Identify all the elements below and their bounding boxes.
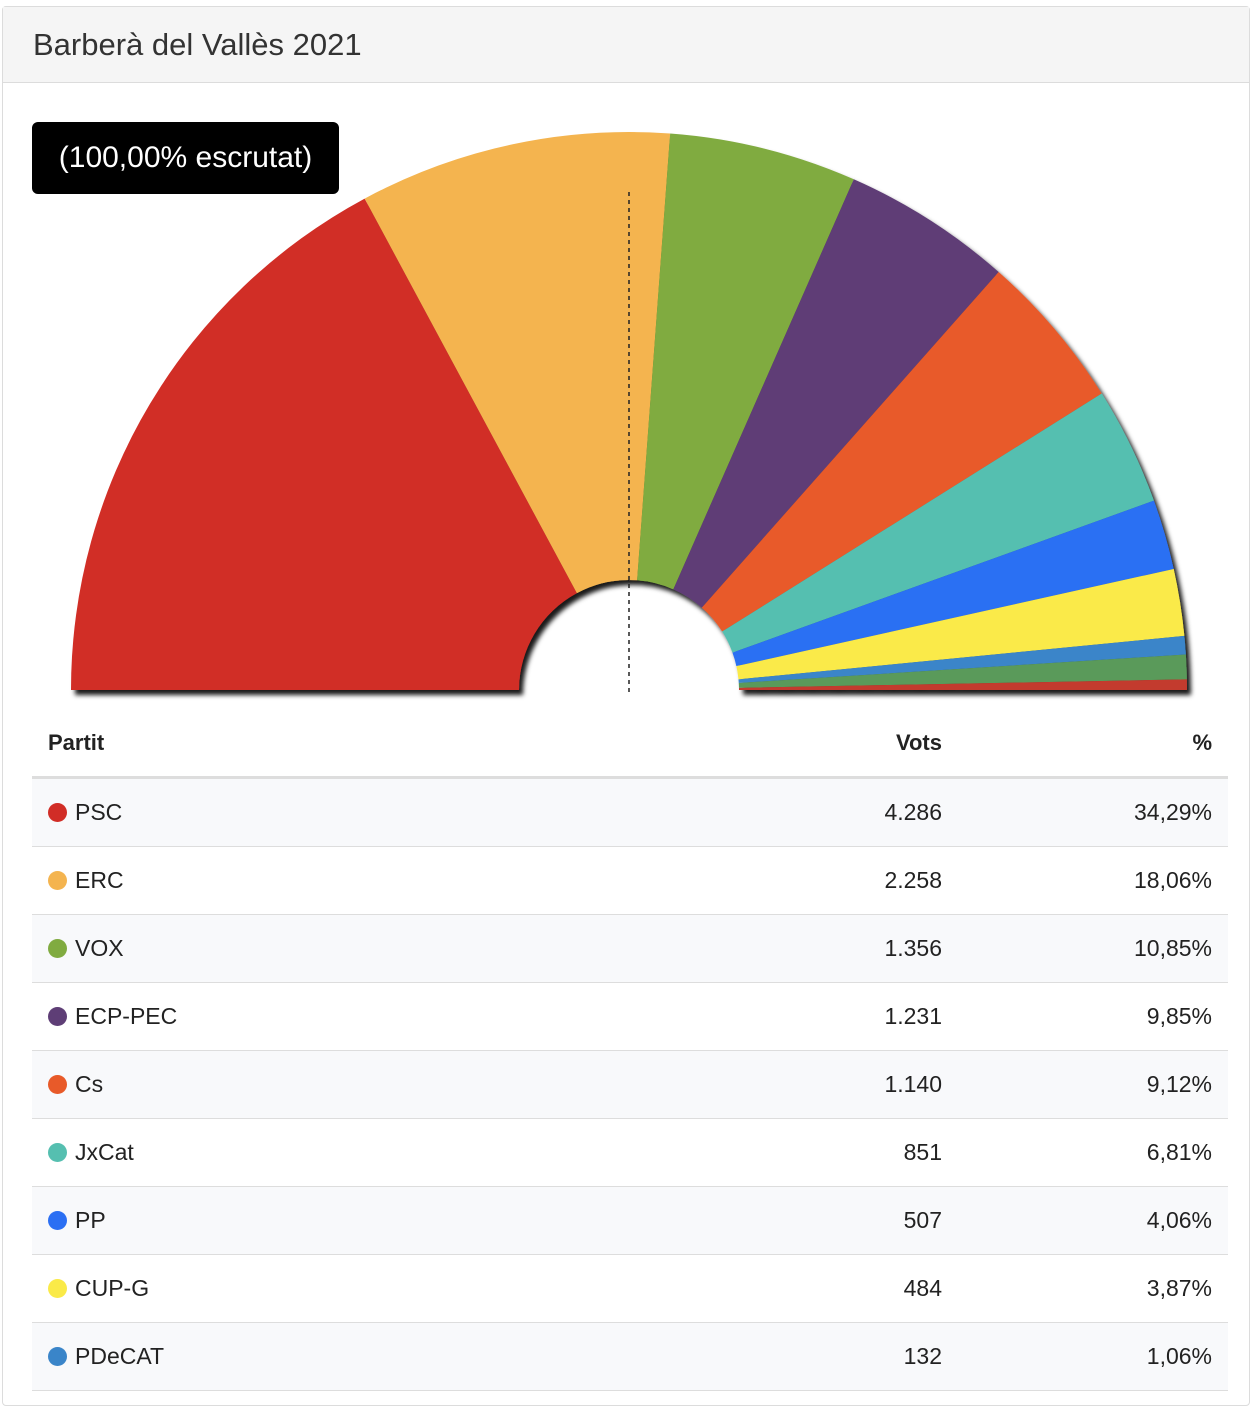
panel-title: Barberà del Vallès 2021 xyxy=(3,7,1249,83)
pct-cell: 10,85% xyxy=(956,914,1228,983)
table-row: ERC 2.258 18,06% xyxy=(32,846,1228,915)
table-row: PP 507 4,06% xyxy=(32,1186,1228,1255)
header-party: Partit xyxy=(32,710,626,779)
party-name: CUP-G xyxy=(75,1275,150,1301)
party-color-dot xyxy=(48,1007,67,1026)
pct-cell: 9,12% xyxy=(956,1050,1228,1119)
votes-cell: 851 xyxy=(626,1118,956,1187)
votes-cell: 1.231 xyxy=(626,982,956,1051)
slice-cs xyxy=(701,272,1102,632)
party-cell: JxCat xyxy=(32,1118,626,1187)
party-cell: ECP-PEC xyxy=(32,982,626,1051)
votes-cell: 507 xyxy=(626,1186,956,1255)
party-color-dot xyxy=(48,1075,67,1094)
slice-psc xyxy=(71,198,577,690)
table-header-row: Partit Vots % xyxy=(32,710,1228,779)
table-row: ECP-PEC 1.231 9,85% xyxy=(32,982,1228,1051)
pct-cell: 9,85% xyxy=(956,982,1228,1051)
party-color-dot xyxy=(48,803,67,822)
party-cell: ERC xyxy=(32,846,626,915)
party-color-dot xyxy=(48,1279,67,1298)
party-cell: Cs xyxy=(32,1050,626,1119)
votes-cell: 484 xyxy=(626,1254,956,1323)
votes-cell: 1.356 xyxy=(626,914,956,983)
party-color-dot xyxy=(48,871,67,890)
party-name: ERC xyxy=(75,867,124,893)
table-row: Cs 1.140 9,12% xyxy=(32,1050,1228,1119)
party-name: Cs xyxy=(75,1071,104,1097)
party-color-dot xyxy=(48,1347,67,1366)
party-cell: PDeCAT xyxy=(32,1322,626,1391)
table-row: VOX 1.356 10,85% xyxy=(32,914,1228,983)
pct-cell: 1,06% xyxy=(956,1322,1228,1391)
party-cell: VOX xyxy=(32,914,626,983)
scrutiny-badge: (100,00% escrutat) xyxy=(32,122,339,194)
results-table: Partit Vots % PSC 4.286 34,29% ERC 2.258 18,0… xyxy=(32,710,1228,1391)
party-name: ECP-PEC xyxy=(75,1003,178,1029)
header-pct: % xyxy=(956,710,1228,779)
party-cell: PSC xyxy=(32,777,626,847)
pct-cell: 4,06% xyxy=(956,1186,1228,1255)
parliament-chart xyxy=(71,132,1187,692)
slice-other xyxy=(738,679,1187,690)
slice-cup-g xyxy=(736,568,1185,680)
party-name: PDeCAT xyxy=(75,1343,165,1369)
votes-cell: 2.258 xyxy=(626,846,956,915)
pct-cell: 3,87% xyxy=(956,1254,1228,1323)
votes-cell: 1.140 xyxy=(626,1050,956,1119)
header-votes: Vots xyxy=(626,710,956,779)
slice-pdecat xyxy=(738,635,1186,683)
slice-ecp-pec xyxy=(673,179,999,608)
party-cell: CUP-G xyxy=(32,1254,626,1323)
pct-cell: 18,06% xyxy=(956,846,1228,915)
party-color-dot xyxy=(48,1143,67,1162)
votes-cell: 132 xyxy=(626,1322,956,1391)
party-name: PSC xyxy=(75,799,123,825)
party-color-dot xyxy=(48,1211,67,1230)
slice-pp xyxy=(732,500,1174,667)
party-cell: PP xyxy=(32,1186,626,1255)
party-name: VOX xyxy=(75,935,124,961)
slice-jxcat xyxy=(722,393,1154,653)
votes-cell: 4.286 xyxy=(626,777,956,847)
slice-vox xyxy=(637,133,854,590)
pct-cell: 6,81% xyxy=(956,1118,1228,1187)
table-row: PSC 4.286 34,29% xyxy=(32,777,1228,847)
slice-erc xyxy=(364,132,671,594)
party-name: PP xyxy=(75,1207,106,1233)
pct-cell: 34,29% xyxy=(956,777,1228,847)
table-row: CUP-G 484 3,87% xyxy=(32,1254,1228,1323)
slice-other xyxy=(738,654,1187,688)
table-row: PDeCAT 132 1,06% xyxy=(32,1322,1228,1391)
table-row: JxCat 851 6,81% xyxy=(32,1118,1228,1187)
party-name: JxCat xyxy=(75,1139,134,1165)
party-color-dot xyxy=(48,939,67,958)
